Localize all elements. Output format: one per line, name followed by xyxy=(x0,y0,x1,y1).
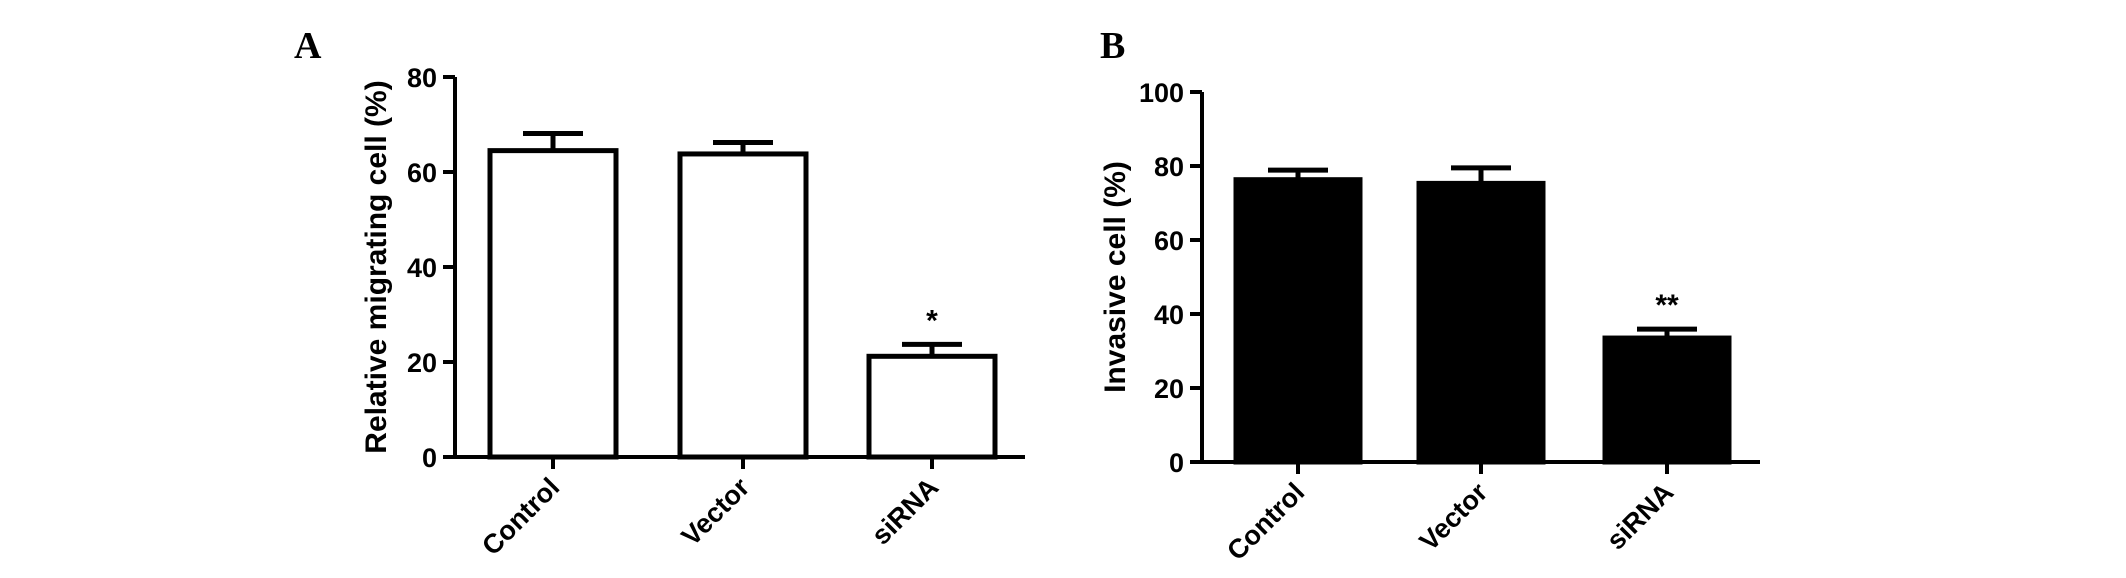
error-bar-vector xyxy=(713,140,773,154)
error-bar-control xyxy=(1268,167,1328,180)
x-category-label-sirna: siRNA xyxy=(1601,477,1679,555)
y-tick-label: 20 xyxy=(1154,374,1184,404)
x-category-label-control: Control xyxy=(476,472,565,561)
y-tick-label: 80 xyxy=(407,63,437,93)
x-category-label-vector: Vector xyxy=(1414,477,1494,557)
bar-vector xyxy=(1416,180,1546,465)
y-tick-label: 40 xyxy=(1154,300,1184,330)
x-category-label-vector: Vector xyxy=(676,472,756,552)
y-tick-label: 60 xyxy=(407,158,437,188)
y-tick-label: 60 xyxy=(1154,226,1184,256)
y-tick-label: 0 xyxy=(1169,448,1184,478)
x-category-label-control: Control xyxy=(1221,477,1310,566)
significance-label: ** xyxy=(1655,289,1679,322)
y-tick-label: 100 xyxy=(1139,78,1184,108)
y-axis-title: Invasive cell (%) xyxy=(1099,161,1132,393)
error-bar-sirna xyxy=(902,341,962,357)
chart-a: * 0 20 40 60 80 Control Vector siRNA Relative mig… xyxy=(360,63,1025,561)
bar-control xyxy=(487,148,619,460)
panel-letter-a: A xyxy=(294,25,322,67)
y-axis-title: Relative migrating cell (%) xyxy=(360,80,393,453)
bar-vector xyxy=(677,151,809,460)
error-bar-sirna xyxy=(1637,326,1697,339)
y-tick-label: 80 xyxy=(1154,152,1184,182)
bar-control xyxy=(1233,177,1363,465)
y-tick-label: 40 xyxy=(407,253,437,283)
panel-letter-b: B xyxy=(1100,25,1125,67)
bar-sirna xyxy=(1602,335,1732,465)
significance-label: * xyxy=(926,304,938,337)
x-category-label-sirna: siRNA xyxy=(866,472,944,550)
y-tick-label: 0 xyxy=(422,443,437,473)
error-bar-control xyxy=(523,131,583,151)
y-tick-label: 20 xyxy=(407,348,437,378)
bar-sirna xyxy=(866,353,998,460)
chart-b: ** 0 20 40 60 80 100 Control Vector siRNA Invasive… xyxy=(1099,78,1760,566)
error-bar-vector xyxy=(1451,165,1511,184)
